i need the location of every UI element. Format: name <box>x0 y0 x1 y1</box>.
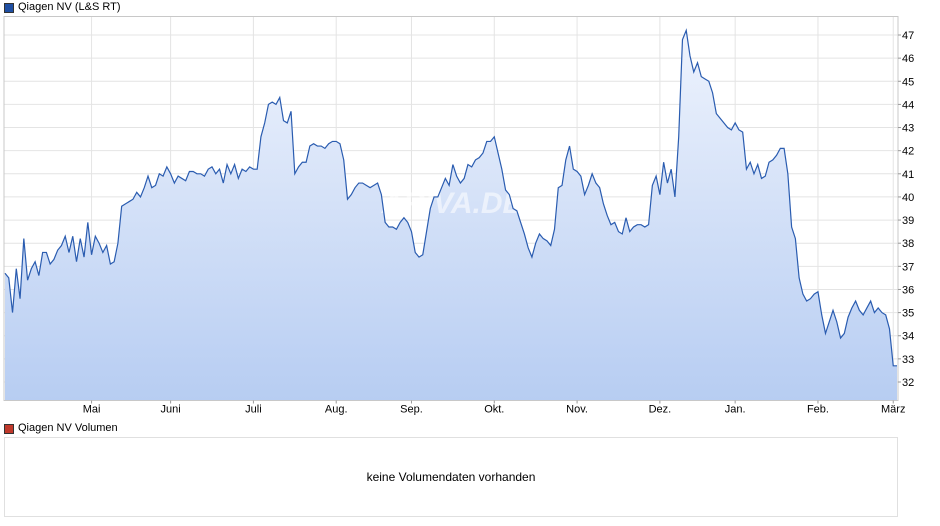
x-tick-label: Nov. <box>566 404 588 416</box>
y-tick-label: 37 <box>902 261 914 273</box>
price-area-fill <box>5 30 897 401</box>
y-tick-label: 34 <box>902 331 914 343</box>
y-tick-label: 39 <box>902 215 914 227</box>
y-axis: 32 33 34 35 36 37 38 39 40 41 42 43 44 45 46 47 <box>898 30 914 389</box>
y-tick-label: 45 <box>902 76 914 88</box>
y-tick-label: 40 <box>902 192 914 204</box>
price-legend: Qiagen NV (L&S RT) <box>4 1 121 14</box>
y-tick-label: 33 <box>902 354 914 366</box>
x-tick-label: Okt. <box>484 404 504 416</box>
y-tick-label: 41 <box>902 169 914 181</box>
y-tick-label: 35 <box>902 308 914 320</box>
y-tick-label: 47 <box>902 30 914 42</box>
x-tick-label: Sep. <box>400 404 423 416</box>
y-tick-label: 32 <box>902 377 914 389</box>
x-axis: Mai Juni Juli Aug. Sep. Okt. Nov. Dez. Jan. Feb. M… <box>83 400 905 416</box>
price-legend-label: Qiagen NV (L&S RT) <box>18 1 121 13</box>
y-tick-label: 44 <box>902 99 914 111</box>
price-legend-swatch <box>4 2 14 13</box>
plot-frame <box>3 16 899 401</box>
x-tick-label: Dez. <box>649 404 672 416</box>
y-tick-label: 38 <box>902 238 914 250</box>
no-volume-message: keine Volumendaten vorhanden <box>366 470 536 484</box>
volume-legend: Qiagen NV Volumen <box>4 422 118 435</box>
x-tick-label: Juli <box>245 404 262 416</box>
volume-chart-panel: keine Volumendaten vorhanden <box>4 437 898 517</box>
x-tick-label: Juni <box>161 404 181 416</box>
y-tick-label: 36 <box>902 284 914 296</box>
y-tick-label: 43 <box>902 123 914 135</box>
x-tick-label: Mai <box>83 404 101 416</box>
x-tick-label: März <box>881 404 905 416</box>
y-tick-label: 46 <box>902 53 914 65</box>
x-tick-label: Feb. <box>807 404 829 416</box>
price-line <box>4 28 897 367</box>
y-tick-label: 42 <box>902 146 914 158</box>
price-chart: ARIVA.DE 32 33 34 35 36 37 38 39 40 41 42 43 44 45 46 4… <box>3 16 914 416</box>
volume-legend-swatch <box>4 423 14 434</box>
volume-legend-label: Qiagen NV Volumen <box>18 422 118 434</box>
x-tick-label: Aug. <box>325 404 348 416</box>
watermark: ARIVA.DE <box>380 187 523 220</box>
x-tick-label: Jan. <box>725 404 746 416</box>
